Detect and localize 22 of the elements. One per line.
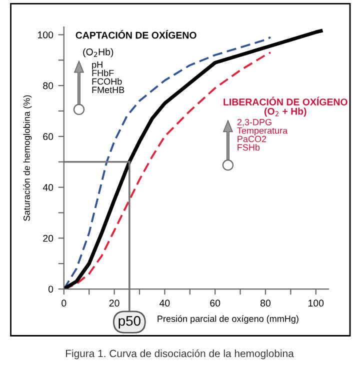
annotation: LIBERACIÓN DE OXÍGENO xyxy=(224,96,348,106)
x-axis-title: Presión parcial de oxígeno (mmHg) xyxy=(158,315,298,324)
y-tick-label: 0 xyxy=(48,286,54,293)
y-axis-title: Saturación de hemoglobina (%) xyxy=(23,95,32,221)
annotation: pH FHbF FCOHb FMetHB xyxy=(92,62,124,94)
x-tick-label: 60 xyxy=(210,300,220,307)
y-tick-label: 100 xyxy=(38,31,54,38)
x-tick-label: 100 xyxy=(308,300,324,307)
x-tick-label: 20 xyxy=(109,300,120,307)
x-tick-label: 80 xyxy=(260,300,271,307)
annotation: (O$_{2}$ + Hb) xyxy=(264,108,306,117)
y-tick-label: 60 xyxy=(43,133,54,140)
y-tick-label: 40 xyxy=(42,184,54,191)
annotation: 2,3-DPG Temperatura PaCO2 FSHb xyxy=(237,118,288,151)
y-tick-label: 20 xyxy=(43,234,54,242)
y-tick-label: 80 xyxy=(43,82,54,90)
annotation: CAPTACIÓN DE OXÍGENO xyxy=(76,30,196,39)
text: Figura 1. Curva de disociación de la hemoglobina xyxy=(66,349,294,360)
x-tick-label: 0 xyxy=(62,300,66,307)
annotation: p50 xyxy=(118,316,140,329)
x-tick-label: 40 xyxy=(160,300,170,307)
annotation: (O$_{2}$Hb) xyxy=(83,48,114,58)
